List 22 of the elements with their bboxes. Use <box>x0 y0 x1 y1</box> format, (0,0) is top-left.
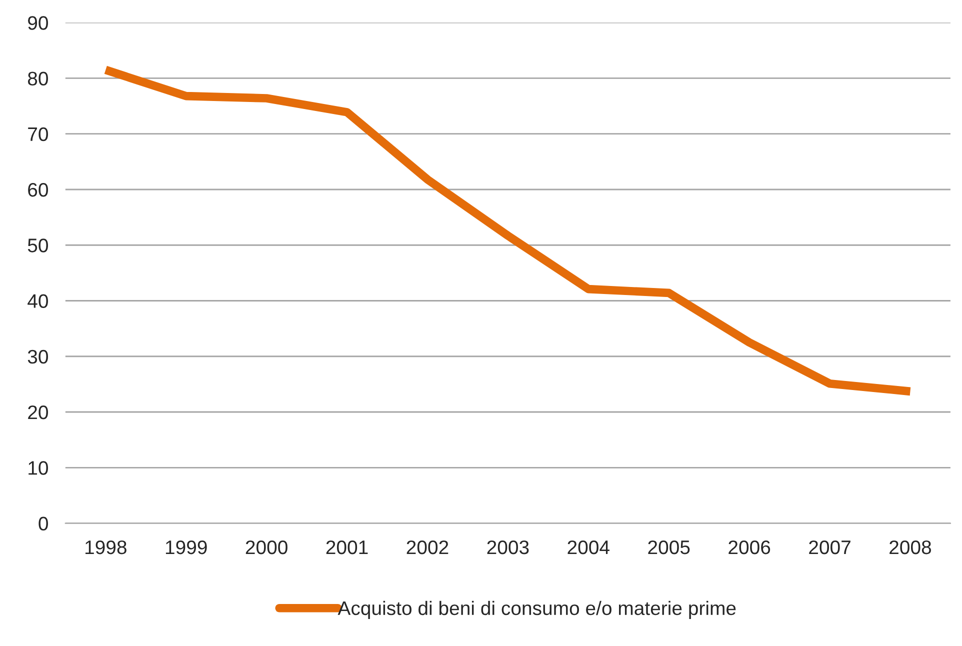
x-tick-label: 2000 <box>246 540 288 554</box>
y-tick-label: 0 <box>38 516 48 530</box>
x-tick-label: 2003 <box>487 540 529 554</box>
x-tick-label: 2006 <box>728 540 770 554</box>
legend-label: Acquisto di beni di consumo e/o materie prime <box>338 600 736 619</box>
x-tick-label: 2005 <box>648 540 690 554</box>
x-tick-label: 2002 <box>406 540 448 554</box>
x-tick-label: 2001 <box>326 540 368 554</box>
y-tick-label: 50 <box>28 238 48 252</box>
y-tick-label: 90 <box>28 16 48 30</box>
y-tick-label: 60 <box>28 182 48 197</box>
x-tick-label: 1999 <box>166 540 207 554</box>
y-tick-label: 40 <box>28 294 48 308</box>
y-tick-label: 80 <box>28 72 48 86</box>
x-tick-label: 2008 <box>890 540 932 554</box>
x-tick-label: 2007 <box>809 540 850 554</box>
x-tick-label: 1998 <box>86 540 126 554</box>
y-tick-label: 30 <box>28 350 48 364</box>
y-tick-label: 20 <box>28 405 48 420</box>
y-tick-label: 10 <box>28 461 48 475</box>
y-tick-label: 70 <box>28 127 48 142</box>
x-tick-label: 2004 <box>568 540 610 554</box>
